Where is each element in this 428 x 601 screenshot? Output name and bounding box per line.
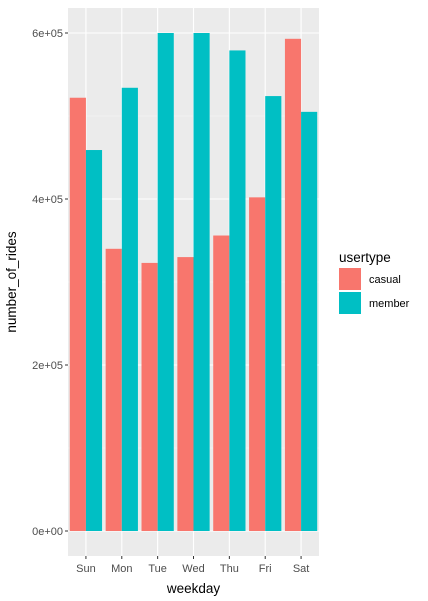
x-tick-label: Sat bbox=[293, 563, 310, 575]
legend-key-casual bbox=[339, 268, 361, 290]
y-tick-label: 0e+00 bbox=[32, 526, 63, 538]
x-tick-label: Sun bbox=[76, 563, 96, 575]
x-axis: Sun Mon Tue Wed Thu Fri Sat bbox=[76, 556, 309, 575]
bar-member-sun bbox=[85, 150, 103, 531]
bar-casual-tue bbox=[141, 262, 158, 531]
bar-member-tue bbox=[157, 33, 174, 531]
bar-casual-sat bbox=[284, 38, 302, 532]
legend-label-member: member bbox=[369, 298, 410, 310]
bar-member-fri bbox=[265, 96, 282, 531]
y-tick-label: 6e+05 bbox=[32, 28, 63, 40]
x-axis-title: weekday bbox=[166, 581, 221, 596]
x-tick-label: Fri bbox=[259, 563, 272, 575]
legend-label-casual: casual bbox=[369, 274, 401, 286]
y-axis-title: number_of_rides bbox=[4, 231, 19, 333]
x-tick-label: Tue bbox=[148, 563, 167, 575]
bar-casual-sun bbox=[69, 97, 86, 532]
x-tick-label: Mon bbox=[111, 563, 132, 575]
x-tick-label: Thu bbox=[220, 563, 239, 575]
bar-member-thu bbox=[229, 50, 246, 532]
y-axis: 0e+00 2e+05 4e+05 6e+05 bbox=[32, 28, 68, 538]
x-tick-label: Wed bbox=[182, 563, 204, 575]
bar-casual-fri bbox=[249, 197, 266, 531]
bar-member-wed bbox=[193, 33, 210, 531]
bar-casual-thu bbox=[213, 235, 230, 531]
bars-group bbox=[69, 33, 318, 532]
bar-casual-mon bbox=[105, 248, 122, 532]
legend-key-member bbox=[339, 292, 361, 314]
bar-member-sat bbox=[301, 111, 318, 531]
legend: usertype casual member bbox=[339, 250, 410, 314]
y-tick-label: 2e+05 bbox=[32, 360, 63, 372]
y-tick-label: 4e+05 bbox=[32, 194, 63, 206]
bar-casual-wed bbox=[177, 257, 194, 531]
legend-title: usertype bbox=[339, 250, 391, 265]
bar-member-mon bbox=[121, 87, 138, 531]
